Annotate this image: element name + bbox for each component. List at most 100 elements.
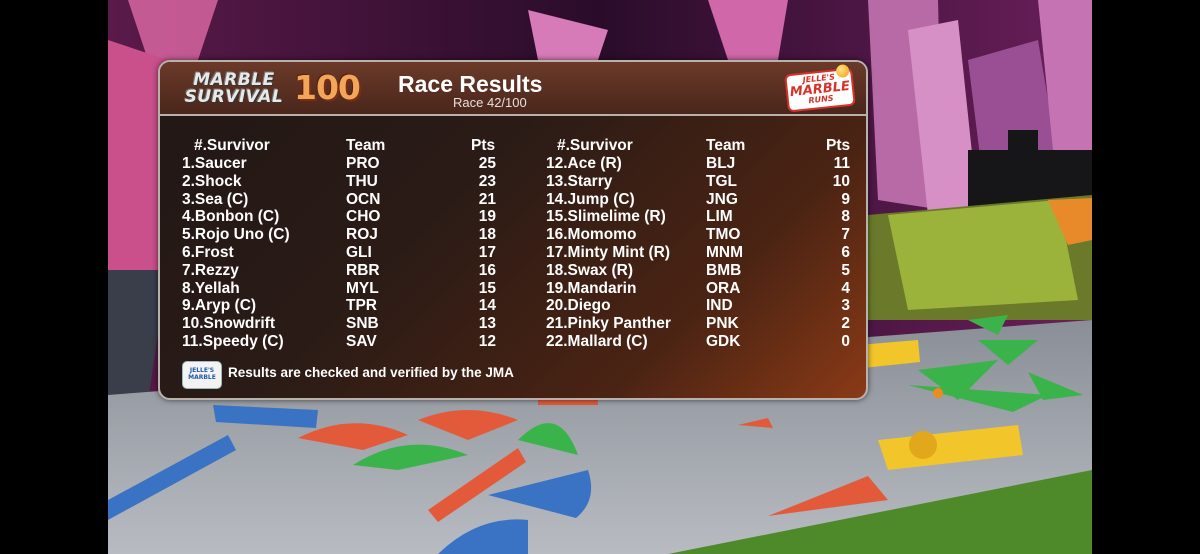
survivor-name: 14.Jump (C) — [546, 190, 635, 208]
points: 18 — [478, 226, 496, 244]
team-code: MNM — [706, 244, 744, 261]
survivor-name: 19.Mandarin — [546, 279, 637, 297]
result-row: 13.Starry TGL 10 — [160, 173, 866, 191]
team-code: SAV — [346, 333, 377, 350]
points: 23 — [478, 172, 496, 190]
col-header-survivor-left: #.Survivor — [194, 137, 270, 154]
survivor-name: 5.Rojo Uno (C) — [182, 226, 290, 244]
survivor-name: 22.Mallard (C) — [546, 333, 648, 350]
survivor-name: 12.Ace (R) — [546, 155, 622, 172]
survivor-name: 17.Minty Mint (R) — [546, 244, 670, 261]
points: 13 — [478, 315, 496, 333]
survivor-name: 6.Frost — [182, 244, 234, 261]
result-row: 14.Jump (C) JNG 9 — [160, 191, 866, 209]
results-header: MARBLE SURVIVAL 100 Race Results Race 42… — [160, 62, 866, 116]
survivor-name: 3.Sea (C) — [182, 190, 249, 208]
logo-100: 100 — [294, 68, 361, 107]
survivor-name: 10.Snowdrift — [182, 315, 276, 333]
points: 25 — [478, 155, 496, 172]
verification-note: Results are checked and verified by the … — [228, 365, 514, 380]
survivor-name: 2.Shock — [182, 172, 242, 190]
result-row: 21.Pinky Panther PNK 2 — [160, 315, 866, 333]
survivor-name: 1.Saucer — [182, 155, 247, 172]
team-code: PRO — [346, 155, 380, 172]
col-header-pts-right: Pts — [826, 137, 851, 154]
letterbox-left — [0, 0, 108, 554]
jma-logo: JELLE'S MARBLE — [182, 361, 222, 389]
team-code: SNB — [346, 315, 379, 333]
team-code: OCN — [346, 190, 381, 208]
jelles-marble-runs-logo: JELLE'S MARBLE RUNS — [784, 63, 856, 113]
points: 5 — [841, 261, 850, 279]
survivor-name: 11.Speedy (C) — [182, 333, 284, 350]
result-row: 2.Shock THU 23 — [160, 173, 866, 191]
team-code: GLI — [346, 244, 372, 261]
points: 6 — [841, 244, 850, 261]
survivor-name: 18.Swax (R) — [546, 261, 634, 279]
result-row: 1.Saucer PRO 25 — [160, 155, 866, 173]
survivor-name: 8.Yellah — [182, 279, 240, 297]
team-code: BLJ — [706, 155, 736, 172]
points: 12 — [478, 333, 496, 350]
survivor-name: 7.Rezzy — [182, 261, 239, 279]
points: 10 — [832, 172, 850, 190]
result-row: 10.Snowdrift SNB 13 — [160, 315, 866, 333]
points: 14 — [478, 297, 496, 315]
result-row: 4.Bonbon (C) CHO 19 — [160, 208, 866, 226]
survivor-name: 4.Bonbon (C) — [182, 208, 280, 226]
letterbox-right — [1092, 0, 1200, 554]
result-row: 7.Rezzy RBR 16 — [160, 262, 866, 280]
team-code: ORA — [706, 279, 741, 297]
col-header-pts-left: Pts — [471, 137, 496, 154]
points: 17 — [478, 244, 496, 261]
survivor-name: 13.Starry — [546, 172, 613, 190]
result-row: 15.Slimelime (R) LIM 8 — [160, 208, 866, 226]
result-row: 6.Frost GLI 17 — [160, 244, 866, 262]
results-title: Race Results — [398, 71, 543, 97]
logo-line-1: MARBLE — [193, 70, 275, 90]
race-results-panel: MARBLE SURVIVAL 100 Race Results Race 42… — [158, 60, 868, 400]
survivor-name: 16.Momomo — [546, 226, 637, 244]
points: 21 — [478, 190, 496, 208]
marble-survival-logo: MARBLE SURVIVAL — [182, 72, 286, 106]
result-row: 18.Swax (R) BMB 5 — [160, 262, 866, 280]
team-code: IND — [706, 297, 733, 315]
result-row: 5.Rojo Uno (C) ROJ 18 — [160, 226, 866, 244]
result-row: 9.Aryp (C) TPR 14 — [160, 297, 866, 315]
points: 16 — [478, 261, 496, 279]
survivor-name: 21.Pinky Panther — [546, 315, 671, 333]
points: 15 — [478, 279, 496, 297]
team-code: PNK — [706, 315, 739, 333]
team-code: LIM — [706, 208, 733, 226]
team-code: TPR — [346, 297, 377, 315]
team-code: THU — [346, 172, 378, 190]
points: 9 — [841, 190, 850, 208]
survivor-name: 15.Slimelime (R) — [546, 208, 666, 226]
result-row: 3.Sea (C) OCN 21 — [160, 191, 866, 209]
points: 2 — [841, 315, 850, 333]
col-header-team-right: Team — [706, 137, 746, 154]
points: 8 — [841, 208, 850, 226]
team-code: JNG — [706, 190, 738, 208]
points: 4 — [841, 279, 850, 297]
logo-line-2: SURVIVAL — [184, 87, 284, 107]
points: 0 — [841, 333, 850, 350]
points: 11 — [833, 155, 850, 172]
team-code: ROJ — [346, 226, 378, 244]
team-code: TMO — [706, 226, 741, 244]
team-code: GDK — [706, 333, 741, 350]
result-row: 22.Mallard (C) GDK 0 — [160, 333, 866, 351]
result-row: 12.Ace (R) BLJ 11 — [160, 155, 866, 173]
result-row: 20.Diego IND 3 — [160, 297, 866, 315]
col-header-survivor-right: #.Survivor — [557, 137, 633, 154]
result-row: 19.Mandarin ORA 4 — [160, 280, 866, 298]
team-code: CHO — [346, 208, 381, 226]
survivor-name: 20.Diego — [546, 297, 611, 315]
points: 19 — [478, 208, 496, 226]
result-row: 8.Yellah MYL 15 — [160, 280, 866, 298]
result-row: 17.Minty Mint (R) MNM 6 — [160, 244, 866, 262]
jma-logo-text: JELLE'S MARBLE — [188, 367, 216, 381]
result-row: 16.Momomo TMO 7 — [160, 226, 866, 244]
survivor-name: 9.Aryp (C) — [182, 297, 257, 315]
